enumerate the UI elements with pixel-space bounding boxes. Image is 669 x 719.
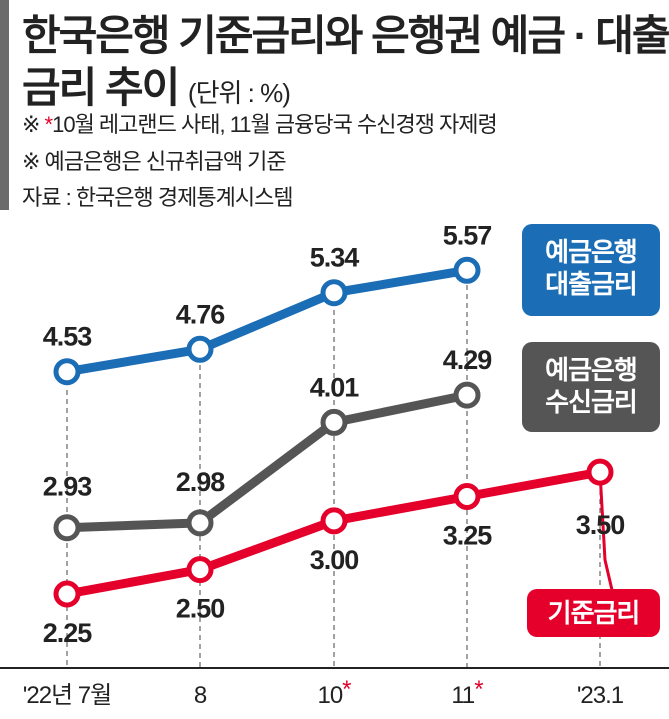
note-mark: ※ xyxy=(22,149,45,174)
legend-loan-line2: 대출금리 xyxy=(545,269,638,299)
legend-pointer xyxy=(598,471,614,591)
data-label: 3.25 xyxy=(443,521,493,551)
data-point xyxy=(320,408,348,436)
data-label: 4.29 xyxy=(443,345,493,375)
data-point xyxy=(53,580,81,608)
tick-star: * xyxy=(474,676,483,703)
x-tick-label: '22년 7월 xyxy=(23,682,111,709)
data-point xyxy=(53,514,81,542)
chart-title-2: 금리 추이 xyxy=(22,64,180,111)
data-label: 2.98 xyxy=(176,467,226,497)
data-label: 4.01 xyxy=(310,372,360,402)
data-label: 5.57 xyxy=(443,220,492,250)
x-tick-label: 8 xyxy=(194,682,207,709)
x-tick-label: '23.1 xyxy=(577,682,624,709)
data-point xyxy=(453,483,481,510)
note-star: * xyxy=(44,112,54,137)
data-point xyxy=(186,556,214,584)
data-label: 2.25 xyxy=(43,618,93,648)
legend-deposit: 예금은행 수신금리 xyxy=(522,342,660,432)
unit-label: (단위 : %) xyxy=(187,78,291,108)
source-note: 자료 : 한국은행 경제통계시스템 xyxy=(22,185,294,210)
tick-star: * xyxy=(342,676,351,703)
chart-title-line2: 금리 추이 (단위 : %) xyxy=(22,54,291,115)
note-text: 예금은행은 신규취급액 기준 xyxy=(44,149,287,174)
note-2: ※ 예금은행은 신규취급액 기준 xyxy=(22,144,287,176)
legend-base: 기준금리 xyxy=(527,589,660,637)
data-label: 5.34 xyxy=(310,243,360,273)
legend-deposit-line2: 수신금리 xyxy=(545,387,638,417)
data-label: 4.76 xyxy=(176,299,226,329)
data-label: 3.00 xyxy=(310,545,359,575)
note-1: ※ *10월 레고랜드 사태, 11월 금융당국 수신경쟁 자제령 xyxy=(22,107,498,139)
legend-deposit-line1: 예금은행 xyxy=(545,355,638,385)
legend-loan-line1: 예금은행 xyxy=(545,237,638,267)
data-label: 2.93 xyxy=(43,472,93,502)
legend-loan: 예금은행 대출금리 xyxy=(522,224,660,316)
data-point xyxy=(586,458,614,486)
note-mark: ※ xyxy=(22,112,45,137)
data-point xyxy=(186,335,214,363)
data-point xyxy=(453,381,481,409)
data-point xyxy=(186,509,214,537)
x-tick-label: 10* xyxy=(317,676,351,709)
series-line xyxy=(66,265,468,377)
data-point xyxy=(320,279,348,307)
data-point xyxy=(453,256,481,284)
chart-title: 한국은행 기준금리와 은행권 예금 · 대출 xyxy=(22,12,669,59)
data-label: 3.50 xyxy=(576,510,625,540)
data-label: 4.53 xyxy=(43,322,93,352)
note-text: 10월 레고랜드 사태, 11월 금융당국 수신경쟁 자제령 xyxy=(52,112,498,137)
data-label: 2.50 xyxy=(176,594,225,624)
x-tick-label: 11* xyxy=(451,676,483,709)
data-point xyxy=(53,358,81,386)
series-line xyxy=(66,390,468,533)
title-accent-bar xyxy=(0,0,9,210)
data-point xyxy=(320,507,348,535)
